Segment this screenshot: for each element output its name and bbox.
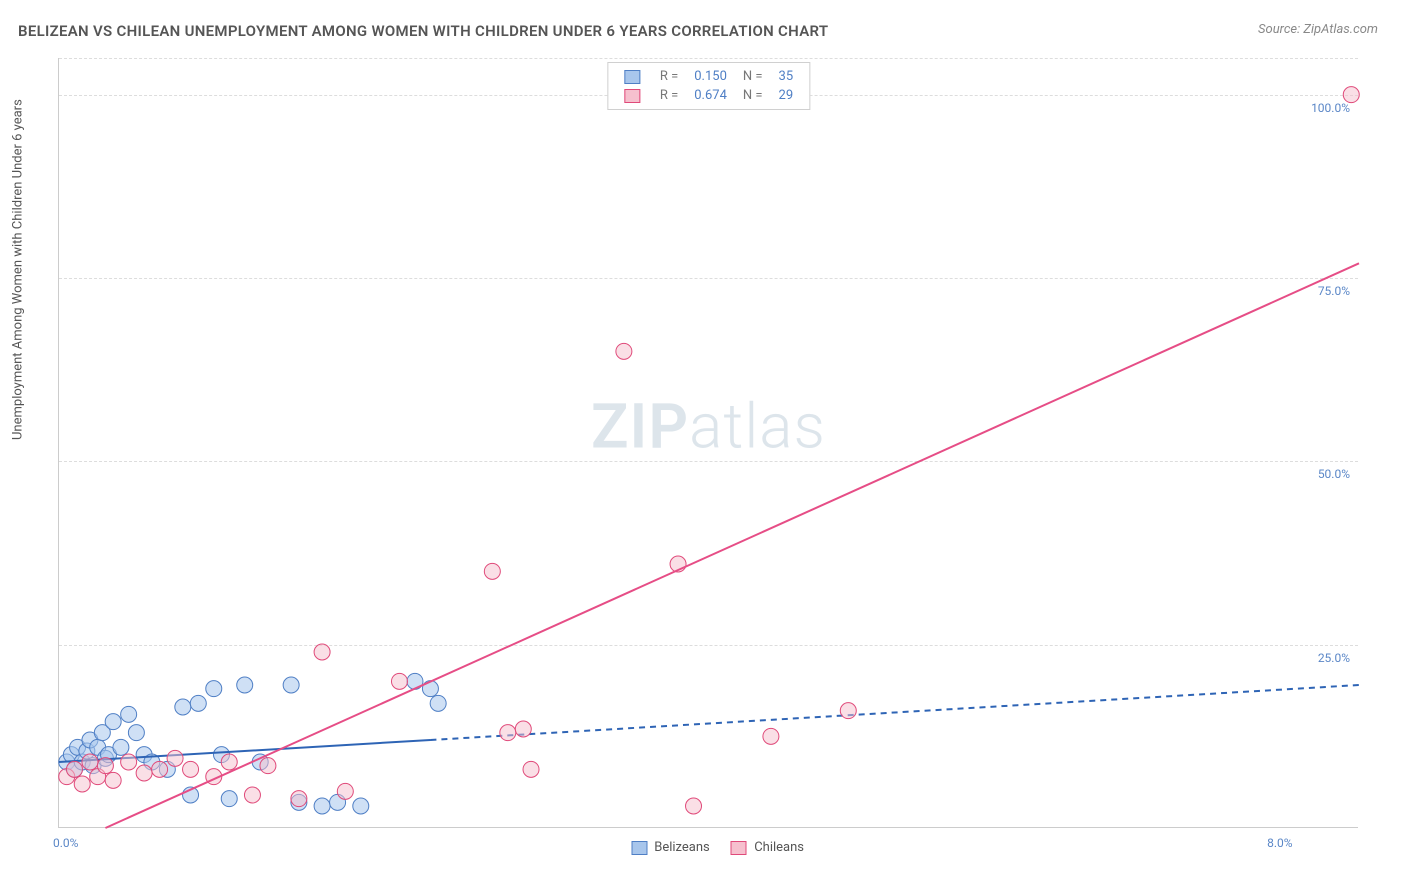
- data-point: [484, 563, 500, 579]
- y-tick-label: 25.0%: [1318, 651, 1350, 665]
- data-point: [74, 776, 90, 792]
- x-tick-label: 8.0%: [1267, 836, 1292, 850]
- data-point: [260, 758, 276, 774]
- source-attribution: Source: ZipAtlas.com: [1258, 22, 1378, 37]
- legend-r-value: 0.674: [686, 86, 735, 105]
- data-point: [337, 783, 353, 799]
- y-axis-label: Unemployment Among Women with Children U…: [11, 99, 26, 440]
- y-tick-label: 50.0%: [1318, 467, 1350, 481]
- data-point: [121, 706, 137, 722]
- legend-series-label: Belizeans: [651, 840, 713, 855]
- data-point: [515, 721, 531, 737]
- data-point: [167, 750, 183, 766]
- legend-swatch: [616, 67, 652, 86]
- legend-n-value: 35: [771, 67, 802, 86]
- legend-series: Belizeans Chileans: [613, 840, 804, 855]
- data-point: [105, 714, 121, 730]
- data-point: [686, 798, 702, 814]
- legend-stats: R =0.150N =35R =0.674N =29: [607, 62, 810, 110]
- regression-line-dashed: [430, 685, 1359, 740]
- data-point: [221, 791, 237, 807]
- data-point: [430, 695, 446, 711]
- data-point: [500, 725, 516, 741]
- data-point: [244, 787, 260, 803]
- legend-swatch: [616, 86, 652, 105]
- legend-swatch: [731, 841, 747, 855]
- data-point: [121, 754, 137, 770]
- chart-title: BELIZEAN VS CHILEAN UNEMPLOYMENT AMONG W…: [18, 22, 828, 40]
- legend-swatch: [631, 841, 647, 855]
- data-point: [523, 761, 539, 777]
- data-point: [136, 765, 152, 781]
- data-point: [113, 739, 129, 755]
- data-point: [206, 681, 222, 697]
- plot-area: ZIPatlas R =0.150N =35R =0.674N =29 Beli…: [58, 58, 1358, 828]
- data-point: [190, 695, 206, 711]
- data-point: [291, 791, 307, 807]
- data-point: [105, 772, 121, 788]
- data-point: [314, 644, 330, 660]
- legend-n-label: N =: [735, 67, 771, 86]
- legend-r-value: 0.150: [686, 67, 735, 86]
- data-point: [128, 725, 144, 741]
- y-tick-label: 100.0%: [1311, 101, 1350, 115]
- data-point: [283, 677, 299, 693]
- x-tick-label: 0.0%: [53, 836, 78, 850]
- legend-stat-row: R =0.674N =29: [616, 86, 801, 105]
- data-point: [183, 761, 199, 777]
- legend-r-label: R =: [652, 67, 686, 86]
- data-point: [353, 798, 369, 814]
- legend-series-label: Chileans: [751, 840, 804, 855]
- data-point: [391, 673, 407, 689]
- data-point: [840, 703, 856, 719]
- data-point: [616, 343, 632, 359]
- data-point: [82, 754, 98, 770]
- legend-n-label: N =: [735, 86, 771, 105]
- data-point: [763, 728, 779, 744]
- data-point: [175, 699, 191, 715]
- y-tick-label: 75.0%: [1318, 284, 1350, 298]
- data-point: [66, 761, 82, 777]
- regression-line: [105, 263, 1359, 828]
- chart-svg: [59, 58, 1358, 827]
- data-point: [314, 798, 330, 814]
- legend-n-value: 29: [771, 86, 802, 105]
- legend-r-label: R =: [652, 86, 686, 105]
- data-point: [152, 761, 168, 777]
- data-point: [237, 677, 253, 693]
- data-point: [221, 754, 237, 770]
- data-point: [97, 758, 113, 774]
- legend-stat-row: R =0.150N =35: [616, 67, 801, 86]
